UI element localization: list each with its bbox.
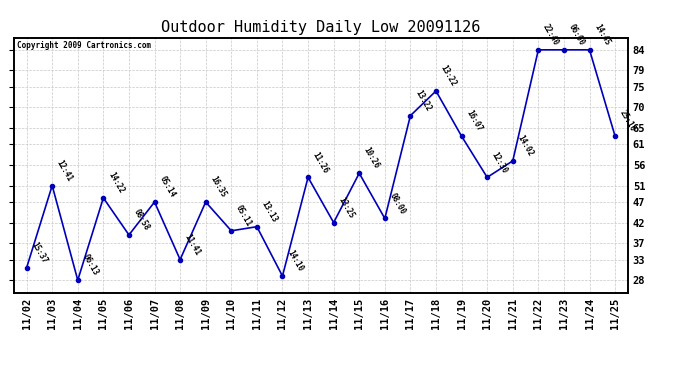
Text: 10:26: 10:26 bbox=[362, 146, 382, 171]
Text: 05:11: 05:11 bbox=[234, 204, 253, 228]
Text: 11:41: 11:41 bbox=[183, 232, 202, 257]
Text: 14:45: 14:45 bbox=[592, 22, 611, 47]
Text: 16:07: 16:07 bbox=[464, 109, 484, 134]
Text: 08:58: 08:58 bbox=[132, 208, 151, 232]
Text: 15:37: 15:37 bbox=[30, 240, 49, 265]
Text: 25:10: 25:10 bbox=[618, 109, 638, 134]
Text: 14:10: 14:10 bbox=[285, 249, 304, 273]
Text: 13:13: 13:13 bbox=[259, 200, 279, 224]
Text: 05:14: 05:14 bbox=[157, 175, 177, 199]
Text: 11:26: 11:26 bbox=[310, 150, 331, 174]
Text: 14:02: 14:02 bbox=[515, 134, 535, 158]
Text: 12:41: 12:41 bbox=[55, 158, 75, 183]
Text: 08:00: 08:00 bbox=[388, 191, 407, 216]
Text: 12:30: 12:30 bbox=[490, 150, 509, 174]
Text: 06:00: 06:00 bbox=[566, 22, 586, 47]
Text: 22:40: 22:40 bbox=[541, 22, 560, 47]
Text: 13:22: 13:22 bbox=[439, 64, 458, 88]
Text: 16:35: 16:35 bbox=[208, 175, 228, 199]
Text: 14:22: 14:22 bbox=[106, 171, 126, 195]
Text: 06:13: 06:13 bbox=[81, 253, 100, 278]
Text: 13:25: 13:25 bbox=[337, 195, 356, 220]
Title: Outdoor Humidity Daily Low 20091126: Outdoor Humidity Daily Low 20091126 bbox=[161, 20, 480, 35]
Text: 13:22: 13:22 bbox=[413, 88, 433, 113]
Text: Copyright 2009 Cartronics.com: Copyright 2009 Cartronics.com bbox=[17, 41, 151, 50]
